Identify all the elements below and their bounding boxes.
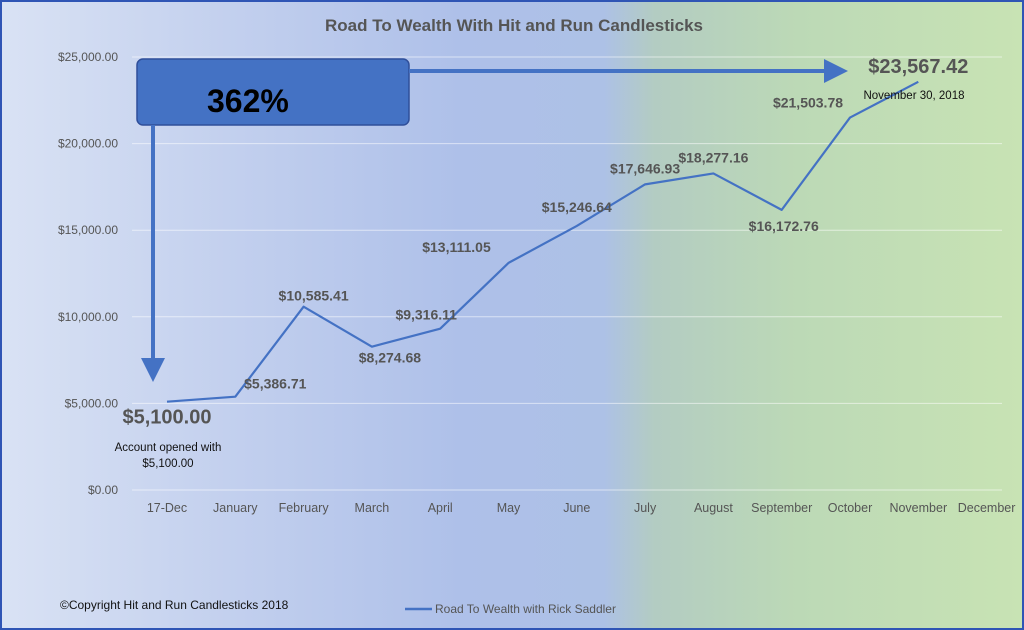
y-tick-label: $0.00 bbox=[88, 483, 118, 497]
x-tick-label: June bbox=[563, 501, 590, 515]
data-label: $10,585.41 bbox=[279, 288, 349, 304]
data-label: $5,100.00 bbox=[123, 407, 212, 429]
series-group bbox=[166, 80, 919, 403]
x-tick-label: April bbox=[428, 501, 453, 515]
x-tick-label: November bbox=[889, 501, 947, 515]
x-tick-label: May bbox=[497, 501, 521, 515]
x-tick-label: February bbox=[279, 501, 330, 515]
y-tick-label: $10,000.00 bbox=[58, 310, 118, 324]
x-tick-label: March bbox=[355, 501, 390, 515]
y-tick-label: $25,000.00 bbox=[58, 50, 118, 64]
start-note-line2: $5,100.00 bbox=[142, 458, 193, 470]
copyright-text: ©Copyright Hit and Run Candlesticks 2018 bbox=[60, 598, 289, 612]
x-tick-label: August bbox=[694, 501, 733, 515]
x-tick-label: July bbox=[634, 501, 657, 515]
x-tick-label: October bbox=[828, 501, 872, 515]
data-label: $17,646.93 bbox=[610, 160, 680, 176]
gridlines bbox=[132, 56, 1002, 491]
data-label: $13,111.05 bbox=[422, 239, 491, 255]
chart-title: Road To Wealth With Hit and Run Candlest… bbox=[325, 16, 703, 35]
y-tick-label: $15,000.00 bbox=[58, 223, 118, 237]
data-label: $21,503.78 bbox=[773, 95, 843, 111]
y-tick-label: $20,000.00 bbox=[58, 137, 118, 151]
data-label: $23,567.42 bbox=[868, 56, 968, 78]
data-label: $8,274.68 bbox=[359, 350, 421, 366]
x-tick-label: January bbox=[213, 501, 258, 515]
x-axis-ticks: 17-Dec January February March April May June Ju… bbox=[147, 501, 1016, 515]
y-axis-ticks: $0.00 $5,000.00 $10,000.00 $15,000.00 $20,00… bbox=[58, 50, 118, 497]
x-tick-label: 17-Dec bbox=[147, 501, 187, 515]
data-label: $9,316.11 bbox=[395, 307, 457, 323]
start-note-line1: Account opened with bbox=[115, 442, 222, 454]
series-line bbox=[166, 80, 919, 403]
percent-callout-text: 362% bbox=[207, 83, 289, 119]
x-tick-label: September bbox=[751, 501, 812, 515]
legend-label: Road To Wealth with Rick Saddler bbox=[435, 602, 616, 616]
x-tick-label: December bbox=[958, 501, 1016, 515]
data-label: $15,246.64 bbox=[542, 199, 612, 215]
percent-callout-box bbox=[136, 58, 410, 126]
data-labels: $5,100.00 $5,386.71 $10,585.41 $8,274.68 $9,… bbox=[123, 56, 969, 429]
data-label: $5,386.71 bbox=[244, 376, 306, 392]
y-tick-label: $5,000.00 bbox=[65, 396, 119, 410]
data-label: $16,172.76 bbox=[749, 218, 819, 234]
data-label: $18,277.16 bbox=[678, 149, 748, 165]
end-date-note: November 30, 2018 bbox=[863, 90, 964, 102]
